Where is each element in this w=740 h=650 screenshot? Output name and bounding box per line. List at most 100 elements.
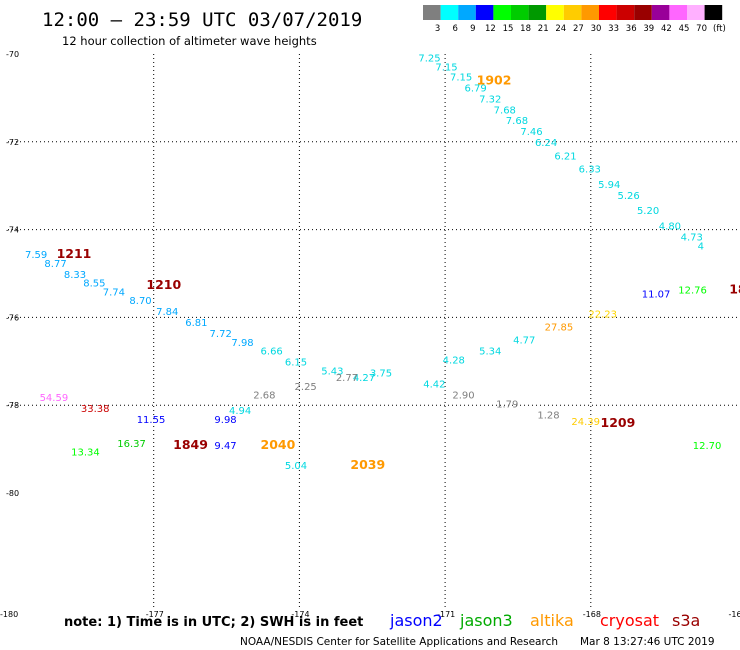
- observation-layer: 7.257.157.156.797.327.687.687.466.246.21…: [25, 53, 721, 471]
- legend-value: 70: [696, 24, 707, 34]
- wave-height-value: 6.66: [261, 347, 283, 358]
- wave-height-value: 5.34: [479, 347, 501, 358]
- wave-height-value: 7.15: [435, 63, 457, 74]
- latitude-label: -72: [6, 138, 19, 147]
- wave-height-value: 7.32: [479, 94, 501, 105]
- footer-note: note: 1) Time is in UTC; 2) SWH is in fe…: [64, 615, 363, 630]
- wave-height-value: 11.07: [642, 290, 671, 301]
- legend-swatch: [563, 5, 582, 20]
- wave-height-value: 2.68: [253, 391, 275, 402]
- wave-height-value: 7.74: [103, 287, 125, 298]
- wave-height-value: 7.72: [210, 329, 232, 340]
- wave-height-value: 4.94: [229, 406, 251, 417]
- latitude-label: -76: [6, 313, 19, 322]
- legend-value: 9: [470, 24, 475, 34]
- wave-height-value: 6.24: [535, 138, 557, 149]
- wave-height-value: 22.23: [588, 309, 617, 320]
- pass-time-label: 1849: [173, 437, 208, 452]
- wave-height-value: 7.46: [520, 127, 542, 138]
- wave-height-value: 5.43: [321, 366, 343, 377]
- wave-height-value: 54.59: [40, 393, 69, 404]
- legend-swatch: [669, 5, 687, 20]
- wave-height-value: 3.75: [370, 369, 392, 380]
- pass-time-label: 1209: [601, 415, 636, 430]
- legend-value: 39: [643, 24, 654, 34]
- longitude-label: -165: [729, 610, 740, 619]
- legend-swatch: [475, 5, 494, 20]
- wave-height-value: 5.20: [637, 206, 659, 217]
- legend-swatch: [493, 5, 511, 20]
- legend-value: 30: [591, 24, 602, 34]
- wave-height-value: 4.73: [681, 233, 703, 244]
- wave-height-value: 6.79: [465, 83, 487, 94]
- wave-height-value: 6.81: [185, 318, 207, 329]
- wave-height-value: 1.28: [537, 410, 559, 421]
- latitude-label: -70: [6, 50, 19, 59]
- wave-height-value: 6.15: [285, 358, 307, 369]
- longitude-label: -180: [0, 610, 18, 619]
- wave-height-value: 7.68: [494, 105, 516, 116]
- wave-height-value: 4.42: [423, 380, 445, 391]
- footer-credit: NOAA/NESDIS Center for Satellite Applica…: [240, 636, 558, 648]
- legend-value: 45: [679, 24, 690, 34]
- satellite-altika: altika: [530, 611, 574, 630]
- wave-height-value: 4.77: [513, 336, 535, 347]
- wave-height-value: 4: [698, 241, 704, 252]
- satellite-cryosat: cryosat: [600, 611, 659, 630]
- satellite-s3a: s3a: [672, 611, 700, 630]
- wave-height-value: 2.25: [295, 382, 317, 393]
- latitude-label: -78: [6, 401, 19, 410]
- wave-height-value: 24.39: [571, 417, 600, 428]
- legend-value: 21: [538, 24, 549, 34]
- satellite-key: jason2 jason3 altika cryosat s3a: [389, 611, 700, 630]
- wave-height-value: 8.70: [129, 296, 151, 307]
- wave-height-value: 12.70: [693, 441, 722, 452]
- pass-time-label: 1848: [729, 281, 740, 296]
- wave-height-value: 7.68: [506, 116, 528, 127]
- legend-swatch: [528, 5, 547, 20]
- graticule: -70 -72 -74 -76 -78 -80 -180 -177 -174 -171 -168 -1…: [0, 50, 740, 619]
- wave-height-value: 7.15: [450, 72, 472, 83]
- latitude-label: -80: [6, 489, 19, 498]
- pass-time-label: 1210: [146, 277, 181, 292]
- wave-height-value: 27.85: [545, 323, 574, 334]
- wave-height-value: 6.33: [579, 165, 601, 176]
- legend-value: 36: [626, 24, 637, 34]
- wave-height-value: 1.79: [496, 399, 518, 410]
- pass-time-label: 1902: [477, 73, 512, 88]
- wave-height-value: 12.76: [678, 285, 707, 296]
- legend-value: 12: [485, 24, 496, 34]
- wave-height-value: 4.28: [443, 355, 465, 366]
- wave-height-value: 8.33: [64, 270, 86, 281]
- longitude-label: -168: [583, 610, 601, 619]
- wave-height-value: 5.94: [598, 180, 620, 191]
- wave-height-value: 7.25: [418, 53, 440, 64]
- wave-height-value: 8.55: [83, 279, 105, 290]
- legend-value: 42: [661, 24, 672, 34]
- satellite-jason2: jason2: [389, 611, 443, 630]
- wave-height-value: 5.26: [618, 191, 640, 202]
- legend-swatch: [704, 5, 723, 20]
- legend-swatch: [599, 5, 617, 20]
- wave-height-value: 2.90: [452, 391, 474, 402]
- color-scale-legend: 3 6 9 12 15 18 21 24 27 30 33 36 39 42 45 70: [423, 5, 723, 34]
- longitude-label: -177: [146, 610, 164, 619]
- legend-swatch: [687, 5, 705, 20]
- legend-swatch: [423, 5, 441, 20]
- latitude-label: -74: [6, 226, 19, 235]
- legend-swatch: [458, 5, 476, 20]
- wave-height-value: 33.38: [81, 404, 110, 415]
- time-label-layer: 1902 1211 1210 1848 1209 1849 2040 2039: [57, 73, 740, 472]
- legend-value: 24: [555, 24, 566, 34]
- pass-time-label: 1211: [57, 246, 92, 261]
- legend-swatch: [546, 5, 564, 20]
- wave-height-value: 13.34: [71, 448, 100, 459]
- wave-height-value: 4.80: [659, 222, 681, 233]
- wave-height-value: 6.21: [554, 151, 576, 162]
- legend-value: 18: [520, 24, 531, 34]
- pass-time-label: 2040: [261, 437, 296, 452]
- footer-timestamp: Mar 8 13:27:46 UTC 2019: [580, 636, 715, 648]
- wave-height-value: 11.55: [137, 415, 166, 426]
- map-subtitle: 12 hour collection of altimeter wave hei…: [62, 34, 317, 48]
